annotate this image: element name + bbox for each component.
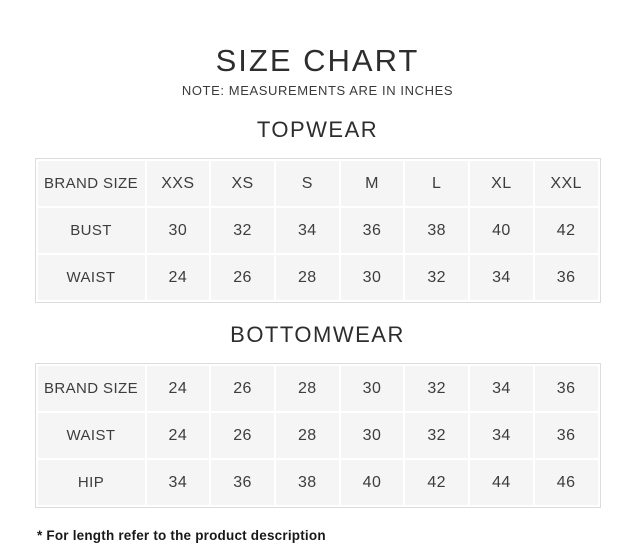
value-cell: 40 — [470, 208, 533, 253]
row-label-cell: WAIST — [37, 255, 145, 300]
value-cell: 26 — [211, 366, 274, 411]
value-cell: 30 — [146, 208, 210, 253]
value-cell: 28 — [275, 255, 339, 300]
value-cell: M — [340, 161, 404, 206]
table-row: BUST 30 32 34 36 38 40 42 — [37, 208, 598, 253]
value-cell: 44 — [470, 460, 533, 505]
value-cell: 24 — [146, 366, 210, 411]
value-cell: XXS — [146, 161, 210, 206]
table-row: WAIST 24 26 28 30 32 34 36 — [37, 255, 598, 300]
value-cell: 46 — [534, 460, 598, 505]
value-cell: 42 — [405, 460, 469, 505]
table-row: HIP 34 36 38 40 42 44 46 — [37, 460, 598, 505]
value-cell: 36 — [534, 413, 598, 458]
value-cell: 24 — [146, 255, 210, 300]
value-cell: 30 — [340, 413, 404, 458]
value-cell: 38 — [275, 460, 339, 505]
value-cell: 30 — [340, 255, 404, 300]
footnote: * For length refer to the product descri… — [37, 528, 326, 543]
value-cell: 34 — [146, 460, 210, 505]
row-label-cell: BRAND SIZE — [37, 161, 145, 206]
section-title-topwear: TOPWEAR — [256, 117, 379, 142]
table-row: BRAND SIZE 24 26 28 30 32 34 36 — [37, 366, 598, 411]
topwear-size-table: BRAND SIZE XXS XS S M L XL XXL BUST 30 32 34 36 38 40 4… — [34, 158, 601, 303]
row-label-cell: BUST — [37, 208, 145, 253]
value-cell: 28 — [275, 366, 339, 411]
value-cell: 28 — [275, 413, 339, 458]
measurement-note: NOTE: MEASUREMENTS ARE IN INCHES — [181, 83, 454, 98]
value-cell: 34 — [275, 208, 339, 253]
table-row: WAIST 24 26 28 30 32 34 36 — [37, 413, 598, 458]
value-cell: 32 — [405, 255, 469, 300]
value-cell: 34 — [470, 413, 533, 458]
value-cell: L — [405, 161, 469, 206]
section-title-bottomwear: BOTTOMWEAR — [230, 322, 405, 347]
value-cell: 26 — [211, 413, 274, 458]
value-cell: 32 — [405, 366, 469, 411]
row-label-cell: HIP — [37, 460, 145, 505]
value-cell: 24 — [146, 413, 210, 458]
value-cell: S — [275, 161, 339, 206]
topwear-table-body: BRAND SIZE XXS XS S M L XL XXL BUST 30 32 34 36 38 40 4… — [37, 161, 598, 300]
value-cell: 34 — [470, 255, 533, 300]
value-cell: 36 — [211, 460, 274, 505]
value-cell: 36 — [340, 208, 404, 253]
table-row: BRAND SIZE XXS XS S M L XL XXL — [37, 161, 598, 206]
value-cell: XXL — [534, 161, 598, 206]
value-cell: 38 — [405, 208, 469, 253]
page-title: SIZE CHART — [215, 43, 420, 78]
value-cell: 36 — [534, 255, 598, 300]
value-cell: 42 — [534, 208, 598, 253]
value-cell: XL — [470, 161, 533, 206]
value-cell: 32 — [211, 208, 274, 253]
value-cell: 40 — [340, 460, 404, 505]
value-cell: XS — [211, 161, 274, 206]
value-cell: 30 — [340, 366, 404, 411]
row-label-cell: BRAND SIZE — [37, 366, 145, 411]
value-cell: 26 — [211, 255, 274, 300]
value-cell: 32 — [405, 413, 469, 458]
row-label-cell: WAIST — [37, 413, 145, 458]
bottomwear-size-table: BRAND SIZE 24 26 28 30 32 34 36 WAIST 24 26 28 30 32 3… — [34, 363, 601, 508]
value-cell: 36 — [534, 366, 598, 411]
bottomwear-table-body: BRAND SIZE 24 26 28 30 32 34 36 WAIST 24 26 28 30 32 3… — [37, 366, 598, 505]
value-cell: 34 — [470, 366, 533, 411]
